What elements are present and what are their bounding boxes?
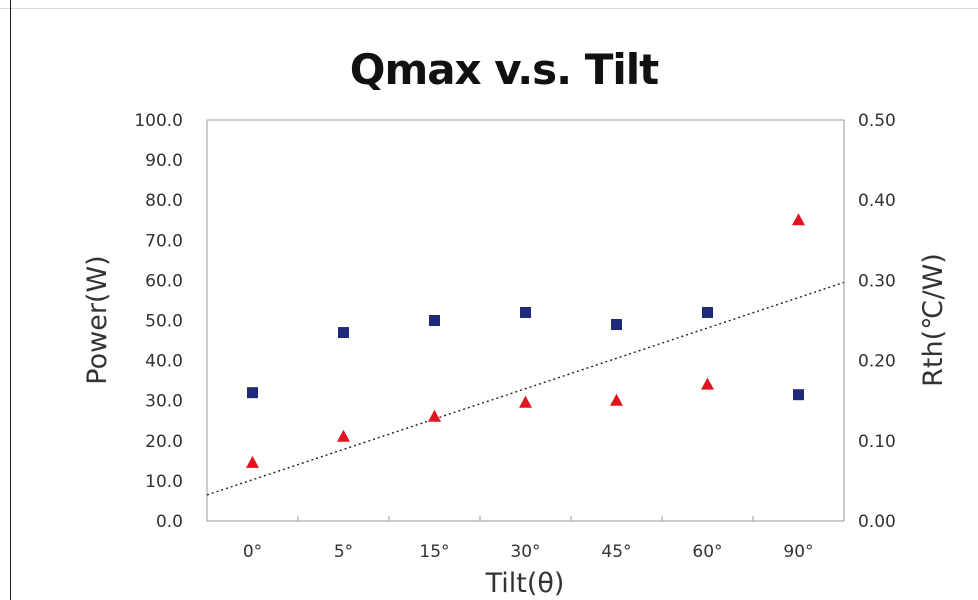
y-axis-left: 0.0 10.0 20.0 30.0 40.0 50.0 60.0 70.0 80.0 90.0 1… <box>134 111 183 532</box>
y-tick-label: 70.0 <box>145 231 183 251</box>
y2-tick-label: 0.40 <box>858 191 896 211</box>
y-axis-right: 0.00 0.10 0.20 0.30 0.40 0.50 <box>858 111 896 532</box>
triangle-marker <box>428 409 441 422</box>
frame-top-border <box>0 8 978 9</box>
square-marker <box>338 327 349 339</box>
y-tick-label: 10.0 <box>145 472 183 492</box>
y-tick-label: 20.0 <box>145 432 183 452</box>
y2-tick-label: 0.10 <box>858 432 896 452</box>
square-marker <box>429 315 440 326</box>
triangle-marker <box>701 377 714 390</box>
x-tick-label: 5° <box>334 542 353 562</box>
x-tick-label: 60° <box>692 542 722 562</box>
square-marker <box>702 306 713 318</box>
x-tick-label: 15° <box>419 542 449 562</box>
y2-axis-title: Rth(℃/W) <box>918 253 949 387</box>
x-tick-label: 30° <box>510 542 540 562</box>
frame-left-border <box>10 0 11 600</box>
y2-tick-label: 0.50 <box>858 111 896 131</box>
triangle-marker <box>246 455 259 468</box>
square-marker <box>247 387 258 399</box>
y-tick-label: 100.0 <box>134 111 183 131</box>
triangle-marker <box>610 393 623 406</box>
x-tick-label: 0° <box>243 542 262 562</box>
y-tick-label: 80.0 <box>145 191 183 211</box>
trendline <box>206 281 845 496</box>
triangle-marker <box>337 429 350 442</box>
y2-tick-label: 0.30 <box>858 271 896 291</box>
y-tick-label: 60.0 <box>145 271 183 291</box>
y2-tick-label: 0.00 <box>858 512 896 532</box>
y-axis-title: Power(W) <box>82 255 113 384</box>
data-points <box>246 213 805 468</box>
y-tick-label: 90.0 <box>145 151 183 171</box>
square-marker <box>611 319 622 331</box>
y2-tick-label: 0.20 <box>858 352 896 372</box>
x-axis-title: Tilt(θ) <box>485 568 565 599</box>
triangle-marker <box>792 213 805 226</box>
x-axis: 0° 5° 15° 30° 45° 60° 90° <box>206 516 845 562</box>
square-marker <box>793 389 804 401</box>
x-tick-label: 45° <box>601 542 631 562</box>
x-tick-label: 90° <box>783 542 813 562</box>
y-tick-label: 0.0 <box>156 512 183 532</box>
plot-area <box>206 119 845 522</box>
chart-title: Qmax v.s. Tilt <box>350 45 659 94</box>
square-marker <box>520 306 531 318</box>
y-tick-label: 30.0 <box>145 392 183 412</box>
triangle-marker <box>519 395 532 408</box>
y-tick-label: 50.0 <box>145 312 183 332</box>
y-tick-label: 40.0 <box>145 352 183 372</box>
